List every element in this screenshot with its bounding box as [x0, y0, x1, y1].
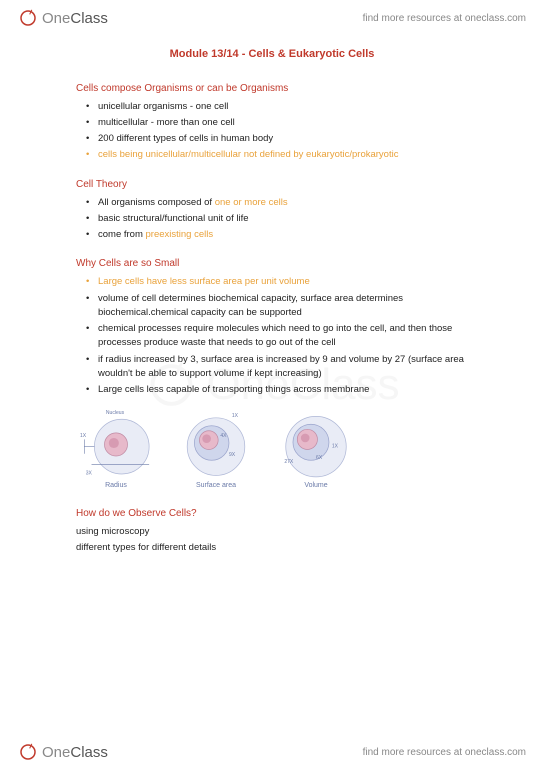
svg-text:1X: 1X	[232, 413, 239, 419]
footer-link[interactable]: find more resources at oneclass.com	[363, 747, 526, 758]
list-item: 200 different types of cells in human bo…	[98, 132, 468, 146]
section-head: Why Cells are so Small	[76, 256, 468, 271]
header-link[interactable]: find more resources at oneclass.com	[363, 13, 526, 24]
cell-diagram: Nucleus 1X 3X Radius 1X 4X 9X	[76, 407, 468, 492]
svg-text:27X: 27X	[284, 459, 294, 465]
brand-one: One	[42, 10, 70, 27]
cell-radius-svg: Nucleus 1X 3X	[80, 407, 152, 479]
document-content: Module 13/14 - Cells & Eukaryotic Cells …	[0, 36, 544, 555]
list-item: Large cells less capable of transporting…	[98, 383, 468, 397]
brand-class: Class	[70, 10, 108, 27]
list-item: unicellular organisms - one cell	[98, 100, 468, 114]
cell-surface-svg: 1X 4X 9X	[180, 407, 252, 479]
brand-one: One	[42, 744, 70, 761]
list-item: volume of cell determines biochemical ca…	[98, 292, 468, 321]
diagram-label: Volume	[304, 481, 327, 492]
svg-text:1X: 1X	[332, 444, 339, 450]
page-title: Module 13/14 - Cells & Eukaryotic Cells	[76, 46, 468, 63]
list-item: multicellular - more than one cell	[98, 116, 468, 130]
list-item: come from preexisting cells	[98, 228, 468, 242]
svg-text:3X: 3X	[86, 471, 93, 477]
svg-text:4X: 4X	[220, 433, 227, 439]
section-head: Cell Theory	[76, 177, 468, 192]
svg-text:9X: 9X	[229, 452, 236, 458]
list-item: chemical processes require molecules whi…	[98, 322, 468, 351]
section-head: Cells compose Organisms or can be Organi…	[76, 81, 468, 96]
logo-icon	[18, 742, 38, 762]
logo-icon	[18, 8, 38, 28]
list-item: if radius increased by 3, surface area i…	[98, 353, 468, 382]
section-head: How do we Observe Cells?	[76, 506, 468, 521]
list-item: All organisms composed of one or more ce…	[98, 196, 468, 210]
list-item: Large cells have less surface area per u…	[98, 275, 468, 289]
body-text: different types for different details	[76, 541, 468, 555]
cell-volume-svg: 27X 6X 1X	[280, 407, 352, 479]
diagram-label: Surface area	[196, 481, 236, 492]
list-item: cells being unicellular/multicellular no…	[98, 148, 468, 162]
diagram-label: Radius	[105, 481, 127, 492]
svg-text:Nucleus: Nucleus	[106, 410, 125, 416]
body-text: using microscopy	[76, 525, 468, 539]
brand-class: Class	[70, 744, 108, 761]
list-item: basic structural/functional unit of life	[98, 212, 468, 226]
brand-logo-footer: OneClass	[18, 742, 108, 762]
svg-text:1X: 1X	[80, 433, 87, 439]
svg-text:6X: 6X	[316, 455, 323, 461]
brand-logo: OneClass	[18, 8, 108, 28]
